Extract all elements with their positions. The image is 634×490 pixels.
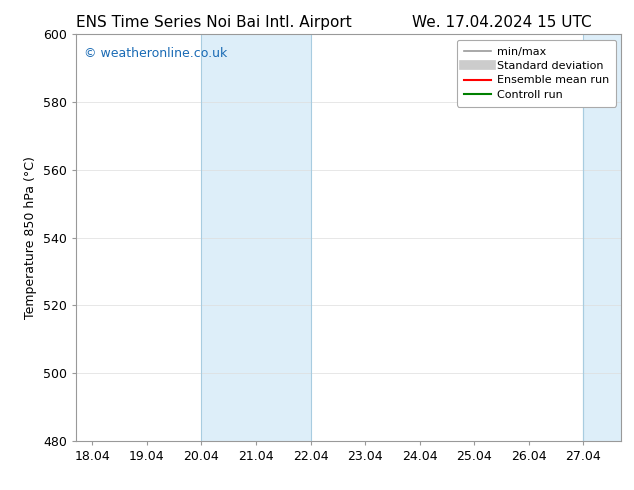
Text: ENS Time Series Noi Bai Intl. Airport: ENS Time Series Noi Bai Intl. Airport — [76, 15, 352, 30]
Text: © weatheronline.co.uk: © weatheronline.co.uk — [84, 47, 228, 59]
Y-axis label: Temperature 850 hPa (°C): Temperature 850 hPa (°C) — [25, 156, 37, 319]
Bar — [583, 34, 634, 441]
Legend: min/max, Standard deviation, Ensemble mean run, Controll run: min/max, Standard deviation, Ensemble me… — [457, 40, 616, 106]
Text: We. 17.04.2024 15 UTC: We. 17.04.2024 15 UTC — [412, 15, 592, 30]
Bar — [202, 34, 311, 441]
